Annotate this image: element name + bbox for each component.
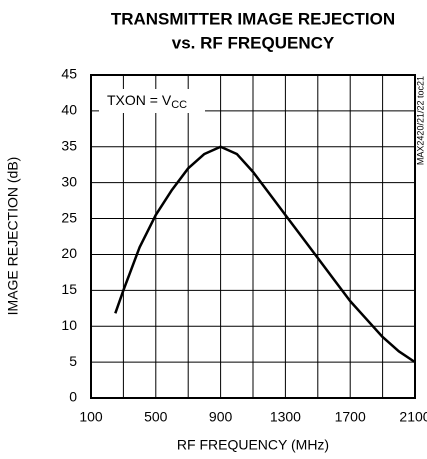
x-tick-label: 100 xyxy=(79,409,103,425)
y-tick-label: 30 xyxy=(61,173,77,189)
y-tick-label: 45 xyxy=(61,66,77,82)
side-label: MAX2420/21/22 toc21 xyxy=(415,76,425,165)
annotation-subscript: CC xyxy=(171,99,187,111)
y-tick-label: 35 xyxy=(61,137,77,153)
x-tick-label: 2100 xyxy=(399,409,427,425)
x-tick-label: 500 xyxy=(144,409,168,425)
x-tick-label: 1300 xyxy=(270,409,301,425)
plot-frame xyxy=(90,74,416,399)
y-tick-label: 20 xyxy=(61,245,77,261)
y-tick-label: 0 xyxy=(69,389,77,405)
y-tick-label: 25 xyxy=(61,209,77,225)
x-tick-label: 900 xyxy=(209,409,233,425)
chart-title: vs. RF FREQUENCY xyxy=(172,33,335,52)
y-tick-label: 15 xyxy=(61,281,77,297)
x-tick-label: 1700 xyxy=(335,409,366,425)
annotation: TXON = VCC xyxy=(107,92,187,111)
y-tick-label: 40 xyxy=(61,102,77,118)
x-axis-label: RF FREQUENCY (MHz) xyxy=(177,437,329,453)
annotation-text: TXON = V xyxy=(107,92,172,108)
y-tick-label: 10 xyxy=(61,317,77,333)
annotation-box xyxy=(99,89,205,113)
chart-title: TRANSMITTER IMAGE REJECTION xyxy=(111,9,395,28)
data-line xyxy=(114,145,416,364)
y-tick-label: 5 xyxy=(69,353,77,369)
y-axis-label: IMAGE REJECTION (dB) xyxy=(5,157,21,316)
